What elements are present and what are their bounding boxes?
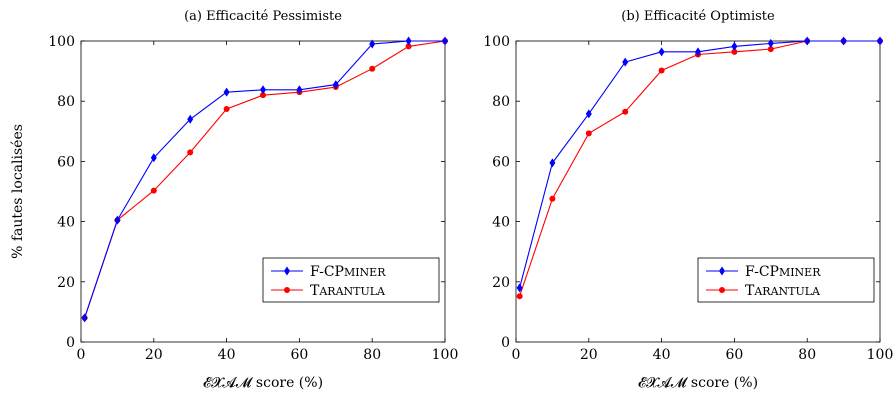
chart-title: (b) Efficacité Optimiste: [621, 9, 775, 24]
data-point-f-cpminer: [296, 85, 303, 95]
data-point-f-cpminer: [585, 109, 592, 119]
data-point-tarantula: [731, 48, 738, 55]
x-axis-label: 𝓔𝓧𝓐𝓜 score (%): [203, 375, 323, 391]
data-point-tarantula: [223, 106, 230, 113]
data-point-f-cpminer: [114, 215, 121, 225]
x-tick-label: 60: [290, 347, 308, 363]
y-tick-label: 0: [66, 335, 75, 351]
data-point-f-cpminer: [442, 36, 448, 46]
data-point-tarantula: [767, 46, 774, 53]
data-point-tarantula: [516, 293, 523, 300]
x-tick-label: 40: [218, 347, 236, 363]
y-tick-label: 60: [492, 154, 510, 170]
legend-label: F-CPMINER: [745, 264, 821, 280]
data-point-f-cpminer: [150, 153, 157, 163]
data-point-f-cpminer: [223, 87, 230, 97]
data-point-f-cpminer: [405, 36, 412, 46]
data-point-tarantula: [369, 65, 376, 72]
legend: F-CPMINER TARANTULA: [262, 257, 440, 303]
legend-swatch-marker: [284, 287, 290, 293]
data-point-f-cpminer: [731, 41, 738, 51]
data-point-f-cpminer: [767, 38, 774, 48]
x-tick-label: 100: [432, 347, 459, 363]
x-tick-label: 80: [798, 347, 816, 363]
legend-label: TARANTULA: [310, 283, 386, 299]
data-point-f-cpminer: [840, 36, 847, 46]
data-point-tarantula: [549, 195, 556, 202]
y-tick-label: 0: [501, 335, 510, 351]
x-tick-label: 20: [145, 347, 163, 363]
y-axis-label: % fautes localisées: [10, 124, 26, 259]
data-point-f-cpminer: [516, 283, 523, 293]
series-line-f-cpminer: [519, 40, 880, 288]
data-point-tarantula: [187, 149, 194, 156]
data-point-f-cpminer: [622, 57, 629, 67]
x-tick-label: 0: [512, 347, 521, 363]
y-tick-label: 60: [57, 154, 75, 170]
legend-label: F-CPMINER: [310, 264, 386, 280]
chart-title: (a) Efficacité Pessimiste: [184, 9, 342, 24]
legend-swatch-marker: [719, 287, 725, 293]
data-point-f-cpminer: [332, 80, 339, 90]
data-point-tarantula: [405, 43, 412, 50]
y-tick-label: 100: [48, 34, 75, 50]
x-tick-label: 60: [725, 347, 743, 363]
legend-box: [697, 257, 875, 303]
y-tick-label: 80: [492, 94, 510, 110]
y-tick-label: 80: [57, 94, 75, 110]
data-point-tarantula: [260, 92, 266, 99]
x-axis-label: 𝓔𝓧𝓐𝓜 score (%): [638, 375, 758, 391]
chart-pessimiste: (a) Efficacité Pessimiste 0 20 40 60 80 100 0 20…: [10, 9, 458, 391]
y-tick-label: 100: [483, 34, 510, 50]
data-point-f-cpminer: [260, 85, 266, 95]
legend-swatch-marker: [719, 266, 725, 276]
plot-frame: [80, 40, 446, 343]
y-tick-label: 20: [492, 275, 510, 291]
data-point-tarantula: [150, 187, 157, 194]
y-tick-label: 40: [492, 215, 510, 231]
y-tick-label: 20: [57, 275, 75, 291]
data-point-tarantula: [585, 130, 592, 137]
x-tick-label: 100: [867, 347, 893, 363]
data-point-f-cpminer: [187, 114, 194, 124]
legend-label: TARANTULA: [745, 283, 821, 299]
data-point-f-cpminer: [804, 36, 811, 46]
data-point-tarantula: [658, 67, 665, 74]
data-point-f-cpminer: [658, 47, 665, 57]
data-point-tarantula: [622, 108, 629, 115]
x-tick-label: 40: [653, 347, 671, 363]
data-point-f-cpminer: [81, 313, 88, 323]
y-tick-label: 40: [57, 215, 75, 231]
legend-box: [262, 257, 440, 303]
x-tick-label: 80: [363, 347, 381, 363]
x-tick-label: 0: [77, 347, 86, 363]
data-point-f-cpminer: [369, 39, 376, 49]
legend: F-CPMINER TARANTULA: [697, 257, 875, 303]
legend-swatch-marker: [284, 266, 290, 276]
data-point-f-cpminer: [695, 47, 701, 57]
data-point-f-cpminer: [877, 36, 883, 46]
x-tick-label: 20: [580, 347, 598, 363]
chart-optimiste: (b) Efficacité Optimiste 0 20 40 60 80 100 0 20 4…: [483, 9, 893, 391]
data-point-f-cpminer: [549, 158, 556, 168]
plot-frame: [515, 40, 881, 343]
